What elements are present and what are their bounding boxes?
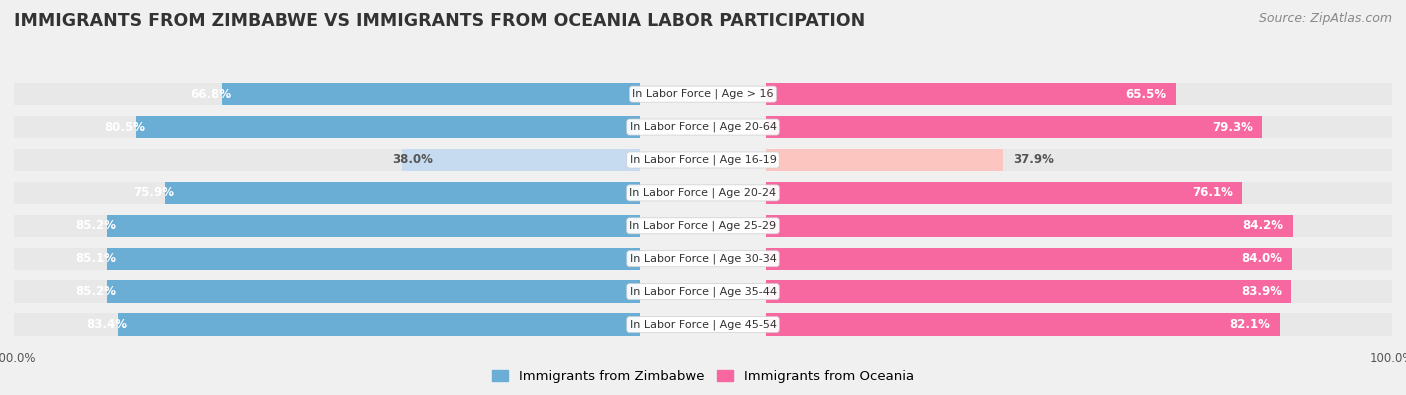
- Bar: [14, 313, 640, 336]
- Bar: [165, 182, 640, 204]
- Text: 83.9%: 83.9%: [1241, 285, 1282, 298]
- Bar: [766, 214, 1392, 237]
- Bar: [766, 248, 1292, 270]
- Text: 84.2%: 84.2%: [1243, 219, 1284, 232]
- Text: Source: ZipAtlas.com: Source: ZipAtlas.com: [1258, 12, 1392, 25]
- Bar: [766, 83, 1392, 105]
- Text: In Labor Force | Age 35-44: In Labor Force | Age 35-44: [630, 286, 776, 297]
- Bar: [107, 280, 640, 303]
- Text: IMMIGRANTS FROM ZIMBABWE VS IMMIGRANTS FROM OCEANIA LABOR PARTICIPATION: IMMIGRANTS FROM ZIMBABWE VS IMMIGRANTS F…: [14, 12, 865, 30]
- Bar: [766, 280, 1392, 303]
- Bar: [14, 149, 640, 171]
- Bar: [14, 116, 640, 138]
- Text: In Labor Force | Age 20-64: In Labor Force | Age 20-64: [630, 122, 776, 132]
- Text: 75.9%: 75.9%: [134, 186, 174, 199]
- Bar: [766, 313, 1392, 336]
- Text: 65.5%: 65.5%: [1126, 88, 1167, 101]
- Text: In Labor Force | Age > 16: In Labor Force | Age > 16: [633, 89, 773, 100]
- Bar: [107, 214, 640, 237]
- Bar: [14, 280, 640, 303]
- Bar: [766, 116, 1263, 138]
- Legend: Immigrants from Zimbabwe, Immigrants from Oceania: Immigrants from Zimbabwe, Immigrants fro…: [486, 365, 920, 388]
- Text: 82.1%: 82.1%: [1230, 318, 1271, 331]
- Bar: [766, 280, 1291, 303]
- Bar: [766, 149, 1392, 171]
- Text: 83.4%: 83.4%: [86, 318, 128, 331]
- Text: 84.0%: 84.0%: [1241, 252, 1282, 265]
- Bar: [222, 83, 640, 105]
- Text: 85.1%: 85.1%: [76, 252, 117, 265]
- Bar: [136, 116, 640, 138]
- Text: In Labor Force | Age 20-24: In Labor Force | Age 20-24: [630, 188, 776, 198]
- Text: 79.3%: 79.3%: [1212, 120, 1253, 134]
- Text: 76.1%: 76.1%: [1192, 186, 1233, 199]
- Bar: [766, 149, 1004, 171]
- Text: 80.5%: 80.5%: [104, 120, 145, 134]
- Text: In Labor Force | Age 45-54: In Labor Force | Age 45-54: [630, 319, 776, 330]
- Bar: [118, 313, 640, 336]
- Text: 37.9%: 37.9%: [1012, 154, 1053, 166]
- Bar: [14, 182, 640, 204]
- Bar: [766, 83, 1175, 105]
- Text: 85.2%: 85.2%: [75, 285, 117, 298]
- Bar: [766, 313, 1279, 336]
- Text: 85.2%: 85.2%: [75, 219, 117, 232]
- Bar: [766, 182, 1392, 204]
- Text: In Labor Force | Age 16-19: In Labor Force | Age 16-19: [630, 155, 776, 165]
- Bar: [14, 83, 640, 105]
- Bar: [766, 116, 1392, 138]
- Text: 38.0%: 38.0%: [392, 154, 433, 166]
- Bar: [766, 214, 1294, 237]
- Bar: [14, 248, 640, 270]
- Text: In Labor Force | Age 30-34: In Labor Force | Age 30-34: [630, 254, 776, 264]
- Bar: [402, 149, 640, 171]
- Bar: [766, 182, 1243, 204]
- Bar: [107, 248, 640, 270]
- Text: In Labor Force | Age 25-29: In Labor Force | Age 25-29: [630, 220, 776, 231]
- Text: 66.8%: 66.8%: [190, 88, 231, 101]
- Bar: [14, 214, 640, 237]
- Bar: [766, 248, 1392, 270]
